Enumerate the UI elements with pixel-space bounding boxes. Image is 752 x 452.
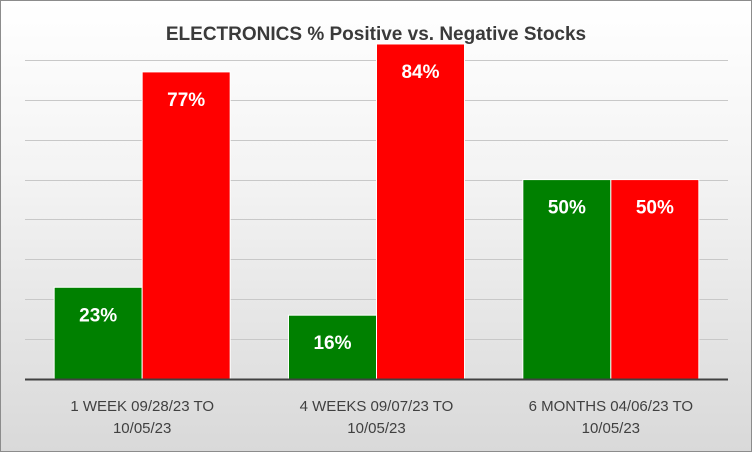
data-label: 84% [401, 62, 439, 83]
bars [53, 43, 700, 380]
data-label: 16% [313, 333, 351, 354]
value-labels: 23% 77% 16% 84% 50% 50% [79, 62, 674, 354]
bar [141, 71, 231, 380]
bar [288, 314, 377, 380]
chart-title: ELECTRONICS % Positive vs. Negative Stoc… [166, 24, 586, 45]
bar [53, 286, 143, 380]
data-label: 77% [167, 90, 205, 111]
category-label: 4 WEEKS 09/07/23 TO [300, 398, 454, 415]
data-label: 50% [636, 198, 674, 219]
data-label: 23% [79, 305, 117, 326]
category-labels: 1 WEEK 09/28/23 TO 10/05/23 4 WEEKS 09/07/… [70, 398, 693, 437]
bar [376, 43, 465, 380]
bar [610, 179, 700, 380]
category-label: 10/05/23 [347, 420, 405, 437]
bar [522, 179, 612, 380]
category-label: 1 WEEK 09/28/23 TO [70, 398, 214, 415]
data-label: 50% [548, 198, 586, 219]
category-label: 10/05/23 [113, 420, 171, 437]
category-label: 6 MONTHS 04/06/23 TO [529, 398, 694, 415]
category-label: 10/05/23 [582, 420, 640, 437]
